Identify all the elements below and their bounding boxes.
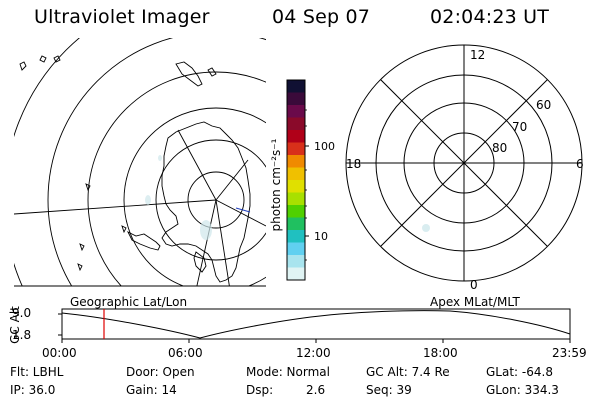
- colorbar-segment: [287, 155, 305, 168]
- colorbar-segment: [287, 217, 305, 231]
- colorbar-segment: [287, 242, 305, 256]
- colorbar-segment: [287, 255, 305, 268]
- timeline-axis-title: GC Alt: [8, 306, 22, 344]
- status-door: Door: Open: [126, 365, 195, 379]
- status-gain: Gain: 14: [126, 383, 177, 397]
- colorbar-segment: [287, 92, 305, 106]
- status-mode: Mode: Normal: [246, 365, 330, 379]
- colorbar-segment: [287, 142, 305, 156]
- status-seq: Seq: 39: [366, 383, 412, 397]
- polar-label-lat60: 60: [536, 98, 552, 112]
- status-dsp-label: Dsp:: [246, 383, 274, 397]
- polar-label-bottom: 0: [470, 278, 478, 292]
- time-label: 02:04:23 UT: [430, 6, 550, 28]
- colorbar-segment: [287, 230, 305, 243]
- status-dsp-value: 2.6: [306, 383, 326, 397]
- colorbar-segment: [287, 105, 305, 118]
- timeline-ytick-9: 9.0: [12, 306, 32, 320]
- colorbar-segment: [287, 130, 305, 143]
- colorbar-segment: [287, 192, 305, 206]
- timeline-xtick-1800: 18:00: [423, 346, 458, 360]
- colorbar-tick-10: 10: [314, 230, 328, 243]
- colorbar-segment: [287, 167, 305, 181]
- polar-label-lat80: 80: [492, 141, 508, 155]
- timeline-xtick-1200: 12:00: [296, 346, 331, 360]
- status-ip: IP: 36.0: [10, 383, 56, 397]
- colorbar-segment: [287, 180, 305, 193]
- colorbar-segment: [287, 267, 305, 281]
- status-filter: Flt: LBHL: [10, 365, 64, 379]
- date-label: 04 Sep 07: [272, 6, 371, 28]
- polar-label-right: 6: [576, 157, 584, 171]
- colorbar-segment: [287, 205, 305, 218]
- polar-label-left: 18: [346, 157, 362, 171]
- polar-label-top: 12: [470, 48, 486, 62]
- timeline-right-label: Apex MLat/MLT: [430, 295, 520, 309]
- timeline-xtick-2359: 23:59: [552, 346, 587, 360]
- timeline-ytick-1-8: 1.8: [12, 328, 32, 342]
- colorbar-tick-100: 100: [314, 140, 335, 153]
- window-title: Ultraviolet Imager: [34, 6, 210, 28]
- timeline-xtick-0600: 06:00: [168, 346, 203, 360]
- status-glat: GLat: -64.8: [486, 365, 553, 379]
- timeline-left-label: Geographic Lat/Lon: [70, 295, 188, 309]
- polar-label-lat70: 70: [512, 120, 528, 134]
- colorbar-segment: [287, 80, 305, 93]
- timeline-xtick-0000: 00:00: [42, 346, 77, 360]
- status-glon: GLon: 334.3: [486, 383, 559, 397]
- status-gc-alt: GC Alt: 7.4 Re: [366, 365, 450, 379]
- colorbar-segment: [287, 117, 305, 131]
